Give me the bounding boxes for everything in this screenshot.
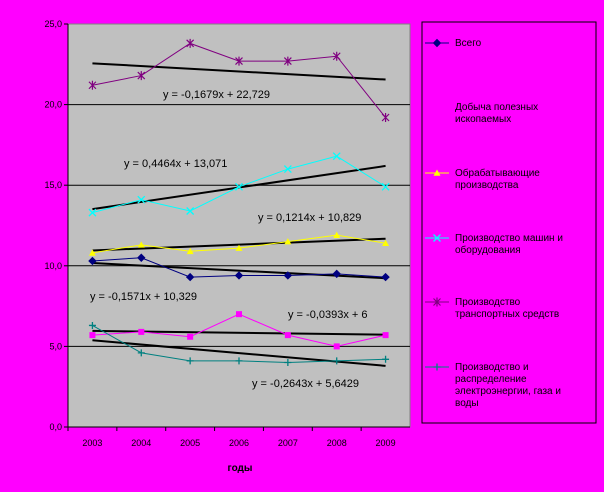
data-point <box>381 112 390 122</box>
data-point <box>137 349 145 357</box>
legend-label: Всего <box>455 38 482 49</box>
data-point <box>88 321 96 329</box>
data-point <box>89 332 96 339</box>
x-tick-label: 2003 <box>82 438 102 448</box>
x-tick-label: 2006 <box>229 438 249 448</box>
data-point <box>138 328 145 335</box>
data-point <box>284 359 292 367</box>
x-tick-label: 2004 <box>131 438 151 448</box>
data-point <box>137 195 146 204</box>
data-point <box>235 182 243 191</box>
legend-label: Производство машин и оборудования <box>455 233 563 256</box>
legend-entry: Всего <box>425 38 482 49</box>
data-point <box>88 80 97 90</box>
data-point <box>332 152 341 161</box>
trend-equation: y = 0,4464x + 13,071 <box>124 158 227 170</box>
y-tick-label: 10,0 <box>44 261 62 271</box>
data-point <box>284 238 292 245</box>
legend-marker <box>433 169 441 176</box>
series-lines <box>88 38 390 367</box>
legend-label: Производство и распределение электроэнерги… <box>455 362 561 409</box>
series-line <box>88 231 390 256</box>
trend-equation: y = -0,0393x + 6 <box>288 309 368 321</box>
data-point <box>234 271 244 280</box>
data-point <box>137 253 146 262</box>
legend-entry: Производство транспортных средств <box>425 297 559 320</box>
legend-label: Производство транспортных средств <box>455 297 559 320</box>
legend-entry: Производство машин и оборудования <box>425 233 563 256</box>
x-axis-title: годы <box>228 463 253 474</box>
data-point <box>235 244 243 251</box>
y-tick-label: 20,0 <box>44 100 62 110</box>
data-point <box>333 343 340 350</box>
legend: Всего Добыча полезных ископаемых Обрабатыва… <box>425 38 563 409</box>
legend-entry: Обрабатывающие производства <box>425 167 540 191</box>
data-point <box>283 271 293 280</box>
trend-equation: y = -0,1679x + 22,729 <box>163 89 270 101</box>
data-point <box>382 239 390 247</box>
data-point <box>382 355 390 363</box>
y-tick-label: 15,0 <box>44 180 62 190</box>
series-line <box>88 253 390 282</box>
data-point <box>186 207 195 215</box>
legend-label: Обрабатывающие производства <box>455 167 540 191</box>
legend-box <box>421 21 597 424</box>
trend-equation: y = 0,1214x + 10,829 <box>258 212 361 224</box>
series-line <box>88 38 390 122</box>
legend-marker <box>433 234 441 242</box>
x-axis-ticks: 2003 2004 2005 2006 2007 2008 2009 <box>67 426 410 448</box>
data-point <box>382 332 389 339</box>
legend-label: Добыча полезных ископаемых <box>455 101 538 125</box>
trendline <box>92 62 386 81</box>
data-point <box>186 247 194 255</box>
x-tick-label: 2008 <box>327 438 347 448</box>
gridlines <box>68 104 410 347</box>
data-point <box>88 208 97 217</box>
data-point <box>88 249 96 256</box>
trend-equation: y = -0,2643x + 5,6429 <box>252 378 359 390</box>
x-tick-label: 2007 <box>278 438 298 448</box>
data-point <box>381 182 390 191</box>
data-point <box>137 241 145 248</box>
data-point <box>185 272 195 282</box>
data-point <box>235 56 243 66</box>
y-tick-label: 0,0 <box>49 422 62 432</box>
x-tick-label: 2005 <box>180 438 200 448</box>
data-point <box>235 357 243 365</box>
legend-entry: Производство и распределение электроэнерги… <box>425 362 561 409</box>
data-point <box>332 269 341 279</box>
legend-marker <box>432 38 442 48</box>
trend-equations: y = -0,1571x + 10,329 y = -0,0393x + 6 y =… <box>90 89 368 390</box>
data-point <box>88 256 97 266</box>
data-point <box>236 311 242 318</box>
y-tick-label: 5,0 <box>49 341 62 351</box>
y-axis-ticks: 0,0 5,0 10,0 15,0 20,0 25,0 <box>44 19 69 432</box>
series-line <box>88 152 390 217</box>
data-point <box>381 272 390 282</box>
x-tick-label: 2009 <box>376 438 396 448</box>
data-point <box>187 333 194 340</box>
trend-equation: y = -0,1571x + 10,329 <box>90 291 197 303</box>
data-point <box>284 332 291 339</box>
data-point <box>283 165 292 174</box>
legend-marker <box>433 297 441 307</box>
legend-marker <box>434 104 440 110</box>
data-point <box>137 71 146 81</box>
data-point <box>333 357 341 365</box>
data-point <box>186 38 195 48</box>
series-line <box>88 321 390 367</box>
y-tick-label: 25,0 <box>44 19 62 29</box>
data-point <box>332 51 341 61</box>
data-point <box>333 231 341 238</box>
data-point <box>186 357 194 365</box>
data-point <box>283 56 292 66</box>
series-line <box>89 311 389 350</box>
legend-marker <box>433 363 441 371</box>
legend-entry: Добыча полезных ископаемых <box>425 101 538 125</box>
